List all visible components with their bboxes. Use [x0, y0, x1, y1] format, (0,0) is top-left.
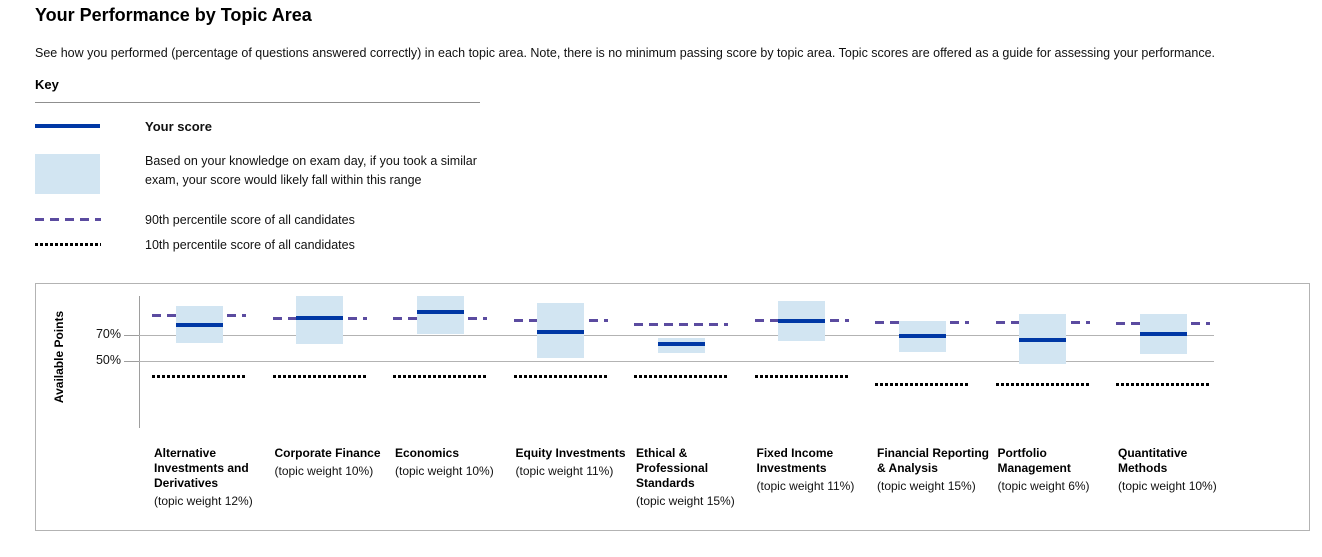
your-score-line-swatch	[35, 124, 100, 128]
your-score-line	[296, 316, 343, 321]
your-score-line	[1019, 338, 1066, 343]
topic-weight: (topic weight 15%)	[636, 494, 735, 508]
topic-label: Quantitative Methods (topic weight 10%)	[1118, 446, 1234, 494]
p10-percentile-line	[634, 375, 728, 379]
topic-name: Portfolio Management	[997, 446, 1071, 475]
topic-weight: (topic weight 6%)	[997, 479, 1090, 493]
your-score-line	[175, 322, 223, 327]
key-heading: Key	[35, 77, 59, 92]
topic-weight: (topic weight 10%)	[274, 464, 374, 478]
topic-weight: (topic weight 10%)	[1118, 479, 1217, 493]
topic-label: Financial Reporting & Analysis (topic wei…	[877, 446, 993, 494]
topic-label: Equity Investments (topic weight 11%)	[516, 446, 632, 479]
your-score-line	[1139, 331, 1187, 336]
topic-weight: (topic weight 12%)	[154, 494, 253, 508]
topic-label: Economics (topic weight 10%)	[395, 446, 511, 479]
likely-range-box	[416, 296, 464, 334]
y-tick-label-50: 50%	[95, 353, 121, 367]
p90-percentile-line	[634, 323, 728, 327]
topic-label: Ethical & Professional Standards (topic w…	[636, 446, 752, 509]
y-tick-mark-70	[124, 335, 139, 336]
p10-percentile-line	[513, 375, 608, 379]
topic-name: Quantitative Methods	[1118, 446, 1188, 475]
p10-percentile-line	[875, 382, 969, 386]
page-description: See how you performed (percentage of que…	[35, 46, 1216, 60]
p10-percentile-line	[1116, 382, 1210, 386]
topic-performance-chart: Available Points 70% 50% Alternative Inv…	[35, 283, 1310, 531]
page-title: Your Performance by Topic Area	[35, 5, 312, 25]
p10-percentile-line	[995, 382, 1090, 386]
legend-likely-range-label: Based on your knowledge on exam day, if …	[145, 154, 477, 187]
p10-percentile-line	[272, 375, 367, 379]
your-score-line	[898, 334, 946, 339]
y-tick-mark-50	[124, 361, 139, 362]
your-score-line	[537, 330, 584, 335]
topic-name: Fixed Income Investments	[756, 446, 834, 475]
your-score-line	[778, 318, 825, 323]
gridline-70pct	[139, 335, 1214, 336]
your-score-line	[657, 342, 705, 347]
y-axis-line	[139, 296, 140, 428]
p10-percentile-line	[754, 375, 849, 379]
topic-name: Corporate Finance	[274, 446, 381, 460]
topic-name: Financial Reporting & Analysis	[877, 446, 990, 475]
likely-range-box-swatch	[35, 154, 100, 194]
p10-percentile-line	[152, 375, 246, 379]
topic-name: Equity Investments	[515, 446, 626, 460]
legend-p10-label: 10th percentile score of all candidates	[145, 238, 355, 252]
topic-label: Portfolio Management (topic weight 6%)	[998, 446, 1114, 494]
legend-your-score-label: Your score	[145, 119, 212, 134]
p10-percentile-line	[393, 375, 487, 379]
topic-label: Corporate Finance (topic weight 10%)	[275, 446, 391, 479]
y-axis-label: Available Points	[52, 310, 66, 404]
topic-label: Alternative Investments and Derivatives (…	[154, 446, 270, 509]
your-score-line	[416, 309, 464, 314]
topic-name: Ethical & Professional Standards	[636, 446, 709, 490]
p90-dashed-line-swatch	[35, 218, 101, 221]
key-divider	[35, 102, 480, 103]
topic-name: Economics	[395, 446, 460, 460]
topic-weight: (topic weight 11%)	[756, 479, 855, 493]
legend-p90-label: 90th percentile score of all candidates	[145, 213, 355, 227]
topic-weight: (topic weight 11%)	[515, 464, 614, 478]
gridline-50pct	[139, 361, 1214, 362]
p10-dotted-line-swatch	[35, 243, 101, 246]
topic-weight: (topic weight 10%)	[395, 464, 494, 478]
topic-name: Alternative Investments and Derivatives	[154, 446, 249, 490]
y-tick-label-70: 70%	[95, 327, 121, 341]
topic-label: Fixed Income Investments (topic weight 11…	[757, 446, 873, 494]
topic-weight: (topic weight 15%)	[877, 479, 976, 493]
